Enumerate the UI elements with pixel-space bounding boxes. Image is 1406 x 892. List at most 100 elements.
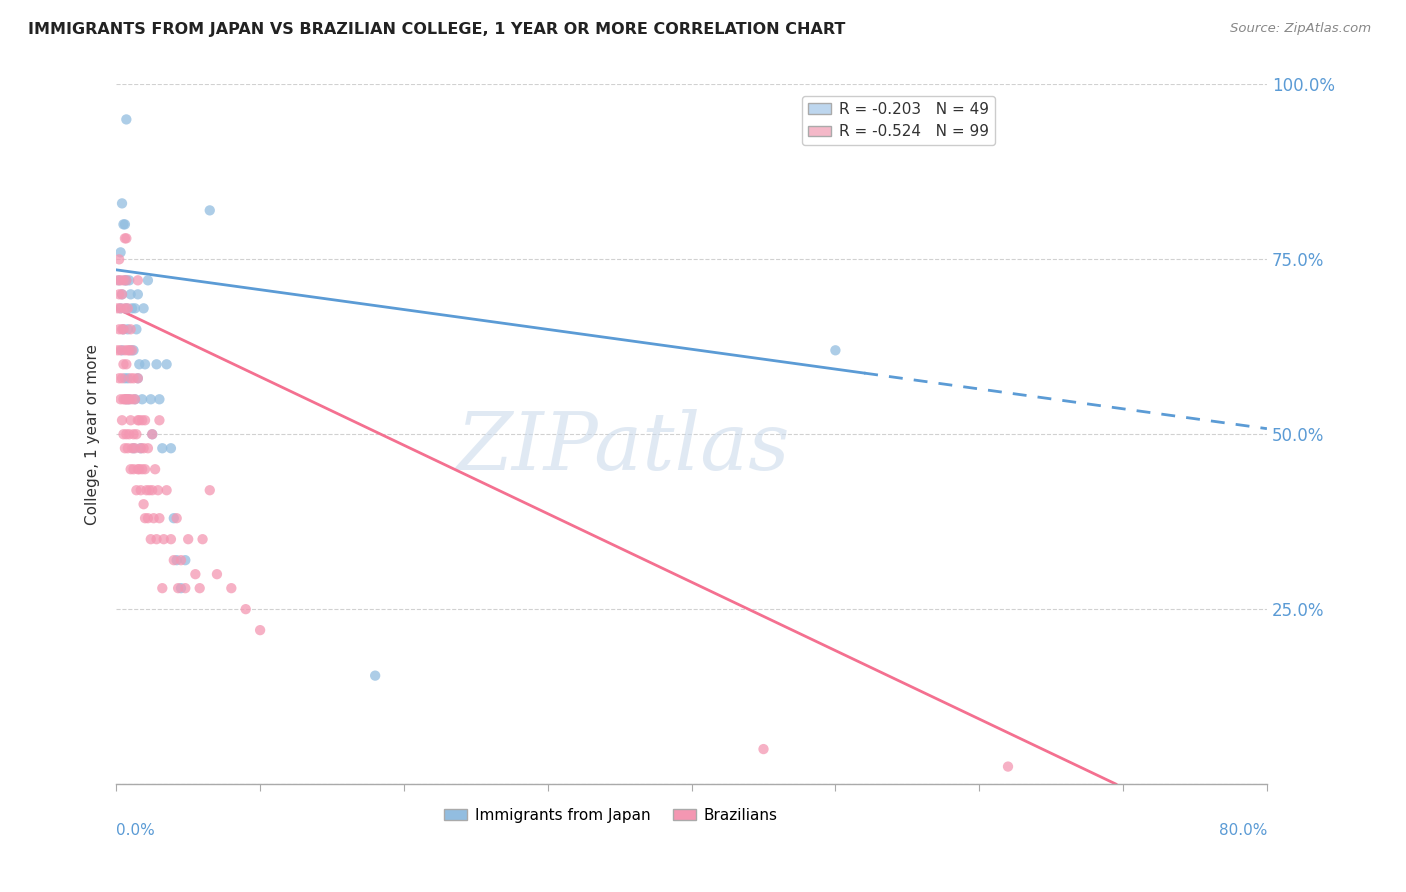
Point [184, 567, 207, 582]
Point [997, 759, 1019, 773]
Point [132, 301, 155, 316]
Point [118, 392, 141, 407]
Point [107, 343, 129, 358]
Point [115, 427, 138, 442]
Point [124, 392, 146, 407]
Point [112, 273, 135, 287]
Legend: Immigrants from Japan, Brazilians: Immigrants from Japan, Brazilians [439, 802, 785, 829]
Text: 80.0%: 80.0% [1219, 823, 1267, 838]
Point [163, 511, 186, 525]
Point [127, 413, 149, 427]
Point [129, 483, 152, 498]
Point [111, 287, 134, 301]
Point [108, 287, 131, 301]
Point [112, 218, 135, 232]
Point [136, 511, 159, 525]
Point [148, 413, 170, 427]
Point [110, 392, 132, 407]
Point [110, 301, 132, 316]
Point [752, 742, 775, 756]
Point [128, 357, 150, 371]
Text: IMMIGRANTS FROM JAPAN VS BRAZILIAN COLLEGE, 1 YEAR OR MORE CORRELATION CHART: IMMIGRANTS FROM JAPAN VS BRAZILIAN COLLE… [28, 22, 845, 37]
Point [150, 442, 173, 456]
Point [114, 273, 136, 287]
Point [120, 343, 142, 358]
Point [121, 343, 143, 358]
Point [107, 273, 129, 287]
Point [188, 581, 211, 595]
Y-axis label: College, 1 year or more: College, 1 year or more [86, 343, 100, 524]
Point [131, 413, 153, 427]
Point [136, 273, 159, 287]
Point [127, 462, 149, 476]
Point [127, 371, 149, 385]
Text: ZIPatlas: ZIPatlas [456, 409, 789, 487]
Point [129, 442, 152, 456]
Point [129, 442, 152, 456]
Point [108, 322, 131, 336]
Point [121, 392, 143, 407]
Point [110, 245, 132, 260]
Point [148, 511, 170, 525]
Point [141, 427, 163, 442]
Point [134, 462, 156, 476]
Point [125, 427, 148, 442]
Point [132, 442, 155, 456]
Point [156, 483, 179, 498]
Point [114, 371, 136, 385]
Point [111, 371, 134, 385]
Point [131, 392, 153, 407]
Point [108, 273, 131, 287]
Point [249, 623, 271, 637]
Point [145, 532, 167, 546]
Point [124, 442, 146, 456]
Point [163, 553, 186, 567]
Point [135, 483, 157, 498]
Point [115, 301, 138, 316]
Point [139, 532, 162, 546]
Point [115, 231, 138, 245]
Point [108, 371, 131, 385]
Point [134, 511, 156, 525]
Point [128, 413, 150, 427]
Point [122, 442, 145, 456]
Point [112, 427, 135, 442]
Point [117, 371, 139, 385]
Point [127, 273, 149, 287]
Point [120, 371, 142, 385]
Point [824, 343, 846, 358]
Point [111, 413, 134, 427]
Point [111, 322, 134, 336]
Point [120, 462, 142, 476]
Point [170, 553, 193, 567]
Point [141, 483, 163, 498]
Point [122, 427, 145, 442]
Point [134, 413, 156, 427]
Point [139, 392, 162, 407]
Point [112, 357, 135, 371]
Point [127, 371, 149, 385]
Point [146, 483, 169, 498]
Point [115, 357, 138, 371]
Point [115, 273, 138, 287]
Point [128, 462, 150, 476]
Point [120, 413, 142, 427]
Point [174, 581, 197, 595]
Point [111, 343, 134, 358]
Point [364, 668, 387, 682]
Point [124, 392, 146, 407]
Point [150, 581, 173, 595]
Point [111, 287, 134, 301]
Point [191, 532, 214, 546]
Point [138, 483, 160, 498]
Point [198, 483, 221, 498]
Point [115, 392, 138, 407]
Point [143, 462, 166, 476]
Point [141, 427, 163, 442]
Point [205, 567, 228, 582]
Point [121, 301, 143, 316]
Point [134, 357, 156, 371]
Point [112, 322, 135, 336]
Point [115, 112, 138, 127]
Point [122, 462, 145, 476]
